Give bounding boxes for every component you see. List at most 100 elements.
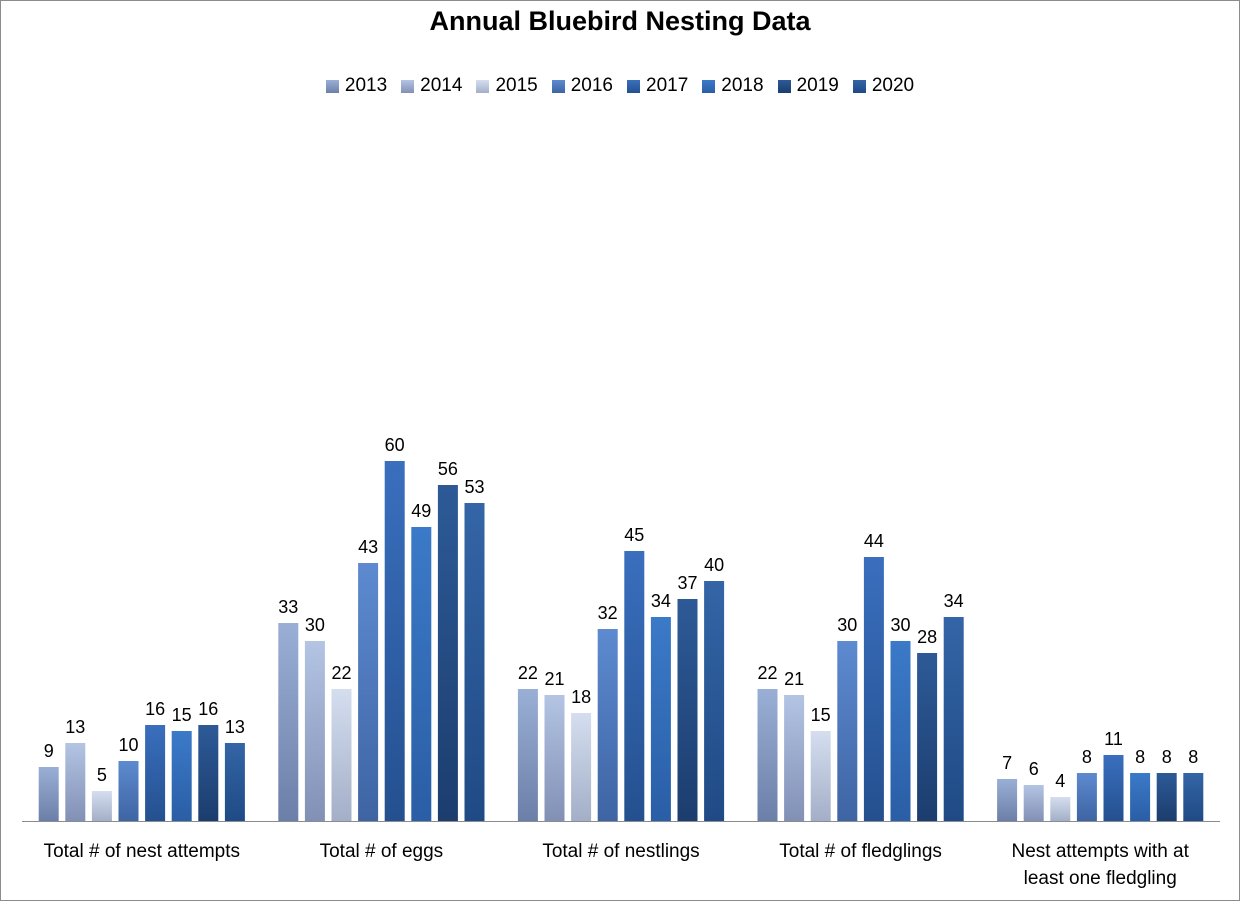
legend-label: 2020 [871, 75, 915, 96]
data-label: 8 [1188, 747, 1198, 767]
data-label: 43 [358, 537, 378, 557]
bar-2016-cat-4 [1076, 773, 1097, 821]
bar-2018-cat-1 [411, 527, 432, 821]
bar-2017-cat-0 [145, 725, 166, 821]
data-label: 8 [1135, 747, 1145, 767]
bar-2014-cat-0 [65, 743, 86, 821]
bar-2015-cat-4 [1050, 797, 1071, 821]
category-label: Total # of nestlings [542, 841, 699, 862]
legend-label: 2013 [344, 75, 388, 96]
bar-2019-cat-3 [917, 653, 938, 821]
data-label: 49 [411, 501, 431, 521]
legend-swatch [401, 79, 415, 93]
bar-2018-cat-4 [1130, 773, 1151, 821]
bar-2017-cat-2 [624, 551, 645, 821]
bar-2016-cat-0 [118, 761, 139, 821]
bar-2020-cat-3 [943, 617, 964, 821]
data-label: 21 [784, 669, 804, 689]
chart-legend: 2013 2014 2015 2016 2017 2018 2019 2020 [0, 73, 1240, 99]
data-label: 15 [811, 705, 831, 725]
data-label: 10 [118, 735, 138, 755]
legend-label: 2015 [495, 75, 538, 96]
legend-item-2017: 2017 [627, 75, 688, 97]
category-label: Total # of eggs [320, 841, 444, 862]
category-label: Total # of fledglings [779, 841, 942, 862]
data-label: 4 [1055, 771, 1065, 791]
data-label: 60 [385, 435, 405, 455]
bar-2015-cat-2 [571, 713, 592, 821]
bar-2020-cat-0 [224, 743, 245, 821]
data-label: 56 [438, 459, 458, 479]
bar-2014-cat-4 [1023, 785, 1044, 821]
legend-swatch [325, 79, 339, 93]
data-label: 40 [704, 555, 724, 575]
legend-item-2015: 2015 [476, 75, 538, 97]
bar-2014-cat-1 [304, 641, 325, 821]
legend-item-2014: 2014 [401, 75, 462, 97]
bar-2013-cat-2 [517, 689, 538, 821]
data-label: 30 [890, 615, 910, 635]
legend-swatch [476, 79, 490, 93]
data-label: 45 [624, 525, 644, 545]
bar-2018-cat-0 [171, 731, 192, 821]
data-label: 34 [651, 591, 671, 611]
legend-swatch [627, 79, 640, 93]
legend-item-2019: 2019 [777, 75, 839, 97]
bar-2019-cat-4 [1156, 773, 1177, 821]
bar-2013-cat-1 [278, 623, 299, 821]
bar-2016-cat-1 [358, 563, 379, 821]
data-label: 21 [544, 669, 564, 689]
bar-2015-cat-1 [331, 689, 352, 821]
data-label: 7 [1002, 753, 1012, 773]
data-label: 16 [198, 699, 218, 719]
bar-2016-cat-2 [597, 629, 618, 821]
data-label: 13 [65, 717, 85, 737]
data-label: 18 [571, 687, 591, 707]
data-label: 16 [145, 699, 165, 719]
data-label: 11 [1104, 729, 1123, 749]
data-label: 22 [331, 663, 351, 683]
legend-swatch [777, 79, 791, 93]
category-label: Total # of nest attempts [44, 841, 240, 862]
bar-2017-cat-4 [1103, 755, 1124, 821]
bar-2019-cat-1 [437, 485, 458, 821]
legend-swatch [852, 79, 866, 93]
legend-label: 2014 [420, 75, 463, 96]
bar-2014-cat-3 [784, 695, 805, 821]
data-label: 5 [97, 765, 107, 785]
data-label: 8 [1162, 747, 1172, 767]
legend-swatch [551, 79, 565, 93]
data-label: 22 [757, 663, 777, 683]
data-label: 53 [464, 477, 484, 497]
legend-label: 2019 [796, 75, 839, 96]
data-label: 8 [1082, 747, 1092, 767]
legend-label: 2016 [570, 75, 613, 96]
bar-2013-cat-0 [38, 767, 59, 821]
bar-2014-cat-2 [544, 695, 565, 821]
data-label: 30 [305, 615, 325, 635]
legend-item-2016: 2016 [551, 75, 613, 97]
data-label: 44 [864, 531, 884, 551]
data-label: 28 [917, 627, 937, 647]
bar-2020-cat-4 [1183, 773, 1204, 821]
bar-2016-cat-3 [837, 641, 858, 821]
data-label: 30 [837, 615, 857, 635]
bar-2018-cat-3 [890, 641, 911, 821]
bar-2017-cat-1 [384, 461, 405, 821]
category-label: least one fledgling [1024, 868, 1177, 889]
category-label: Nest attempts with at [1011, 841, 1189, 862]
legend-label: 2018 [721, 75, 764, 96]
data-label: 34 [944, 591, 964, 611]
data-label: 9 [44, 741, 54, 761]
data-label: 15 [172, 705, 192, 725]
bar-2015-cat-0 [91, 791, 112, 821]
bar-2013-cat-4 [997, 779, 1018, 821]
bar-2020-cat-1 [464, 503, 485, 821]
bar-2019-cat-0 [198, 725, 219, 821]
legend-item-2018: 2018 [702, 75, 764, 97]
legend-item-2020: 2020 [852, 75, 915, 97]
legend-item-2013: 2013 [325, 75, 388, 97]
data-label: 22 [518, 663, 538, 683]
bar-2019-cat-2 [677, 599, 698, 821]
